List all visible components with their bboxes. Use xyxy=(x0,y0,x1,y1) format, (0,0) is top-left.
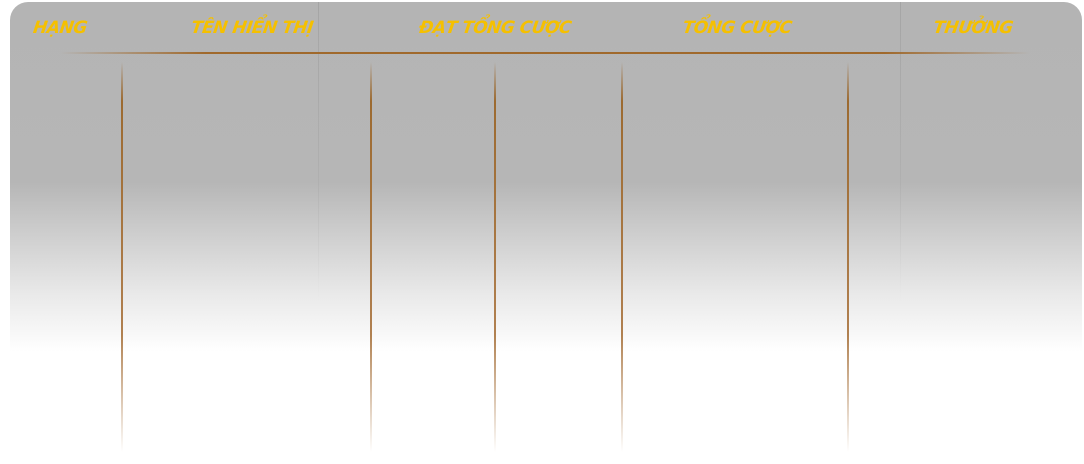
leaderboard-panel xyxy=(10,2,1082,460)
column-divider xyxy=(847,62,849,452)
column-divider xyxy=(494,62,496,452)
column-divider xyxy=(370,62,372,452)
header-reached-total-bet: ĐẠT TỔNG CƯỢC xyxy=(417,18,573,38)
column-separator xyxy=(900,2,901,302)
header-reward: THƯỞNG xyxy=(931,18,1015,38)
header-total-bet: TỔNG CƯỢC xyxy=(681,18,793,38)
header-divider xyxy=(60,52,1030,54)
header-display-name: TÊN HIỂN THỊ xyxy=(189,18,315,38)
column-separator xyxy=(318,2,319,302)
header-rank: HẠNG xyxy=(31,18,89,38)
column-divider xyxy=(621,62,623,452)
column-divider xyxy=(121,62,123,452)
